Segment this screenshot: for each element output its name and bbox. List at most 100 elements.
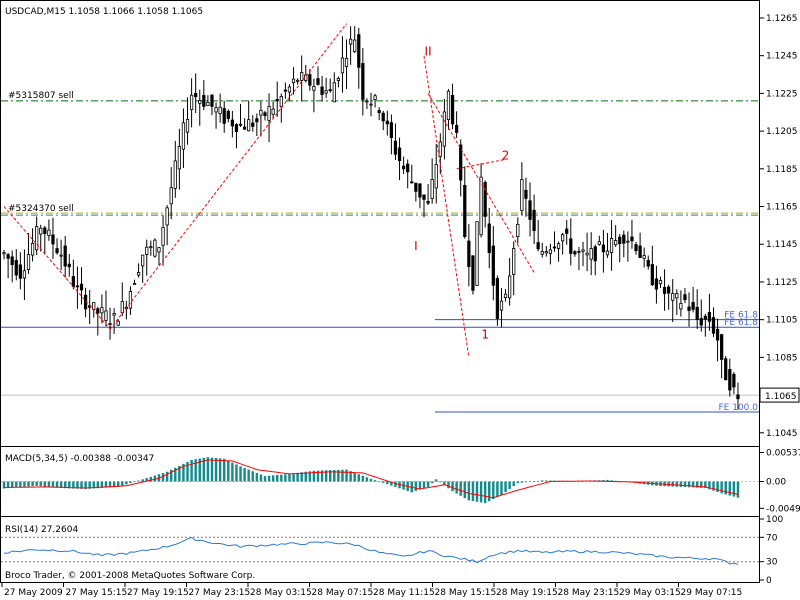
macd-bar — [516, 481, 520, 484]
candle-body — [344, 58, 349, 67]
macd-bar — [59, 481, 63, 488]
macd-bar — [218, 458, 222, 482]
candle-body — [308, 74, 312, 86]
macd-bar — [47, 481, 51, 487]
macd-bar — [251, 471, 254, 482]
candle-body — [548, 249, 553, 254]
candle-body — [373, 95, 377, 100]
macd-bar — [329, 470, 332, 482]
candle-body — [524, 189, 528, 199]
candle-body — [618, 236, 622, 245]
rsi-tick-label: 70 — [766, 533, 778, 543]
candle-body — [552, 246, 557, 249]
candle-body — [646, 260, 650, 267]
candle-body — [499, 300, 504, 311]
candle-body — [385, 120, 389, 125]
candle-body — [328, 89, 332, 92]
candle-body — [189, 94, 194, 111]
candle-body — [585, 252, 589, 256]
rsi-tick-label: 30 — [766, 558, 778, 568]
price-tick-label: 1.1225 — [766, 89, 798, 99]
macd-bar — [125, 481, 128, 485]
candle-body — [377, 109, 381, 114]
time-tick-label: 29 May 03:15 — [619, 588, 681, 598]
candle-body — [132, 283, 137, 285]
macd-bar — [222, 458, 226, 482]
candle-body — [393, 140, 398, 155]
time-tick-label: 27 May 2009 — [4, 588, 63, 598]
candle-body — [218, 106, 222, 115]
candle-body — [626, 240, 630, 243]
candle-body — [177, 146, 181, 170]
candle-body — [581, 249, 585, 252]
macd-series: 0.00537 0.00 -0.00496 — [1, 448, 800, 514]
macd-bar — [112, 481, 116, 488]
candle-body — [418, 183, 422, 198]
candle-body — [614, 240, 618, 246]
macd-bar — [512, 481, 515, 487]
macd-bar — [373, 480, 377, 482]
price-tick-label: 1.1205 — [766, 127, 798, 137]
candle-body — [71, 276, 75, 287]
candle-body — [104, 310, 108, 321]
candle-body — [291, 78, 296, 83]
candle-body — [699, 318, 703, 326]
macd-bar — [602, 480, 605, 482]
macd-bar — [210, 457, 214, 482]
candle-body — [687, 306, 691, 311]
candle-body — [316, 78, 320, 85]
macd-bar — [528, 481, 532, 482]
rsi-tick-label: 0 — [766, 576, 772, 586]
candle-body — [165, 207, 169, 226]
candle-body — [679, 303, 683, 310]
macd-bar — [43, 481, 47, 487]
candle-body — [153, 239, 157, 257]
candle-body — [540, 251, 544, 255]
candle-body — [622, 234, 626, 244]
candle-body — [108, 323, 112, 326]
rsi-line — [3, 536, 739, 565]
macd-bar — [161, 473, 165, 482]
macd-bar — [667, 481, 670, 487]
macd-bar — [712, 481, 715, 491]
price-tick-label: 1.1085 — [766, 353, 798, 363]
wave-trend-line — [3, 206, 111, 330]
candle-body — [279, 96, 283, 108]
macd-bar — [483, 481, 487, 504]
macd-bar — [496, 481, 499, 498]
candle-body — [520, 179, 524, 211]
macd-bar — [353, 472, 356, 482]
candle-body — [35, 226, 39, 251]
macd-bar — [720, 481, 723, 494]
macd-bar — [255, 472, 259, 482]
candle-body — [43, 227, 47, 234]
macd-bar — [206, 457, 210, 482]
macd-bar — [536, 480, 540, 482]
candle-body — [206, 101, 210, 106]
candle-body — [642, 255, 646, 259]
candle-body — [401, 165, 406, 170]
candle-body — [577, 250, 581, 253]
candle-body — [226, 110, 230, 120]
macd-bar — [190, 459, 193, 482]
macd-bar — [390, 481, 393, 486]
price-tick-label: 1.1245 — [766, 52, 798, 62]
candle-body — [79, 283, 84, 291]
candle-body — [161, 227, 165, 246]
candle-body — [536, 242, 540, 250]
macd-bar — [369, 478, 373, 482]
candle-body — [609, 237, 614, 253]
candle-body — [202, 95, 206, 107]
wave-label: 2 — [502, 148, 510, 162]
candle-body — [169, 187, 173, 205]
wave-label: I — [414, 239, 418, 253]
macd-bar — [451, 481, 454, 492]
macd-bar — [96, 481, 100, 489]
candle-body — [92, 302, 96, 310]
macd-bar — [174, 467, 177, 482]
candle-body — [414, 182, 418, 192]
candle-body — [185, 119, 190, 133]
macd-bar — [288, 473, 291, 482]
candle-body — [397, 147, 402, 161]
